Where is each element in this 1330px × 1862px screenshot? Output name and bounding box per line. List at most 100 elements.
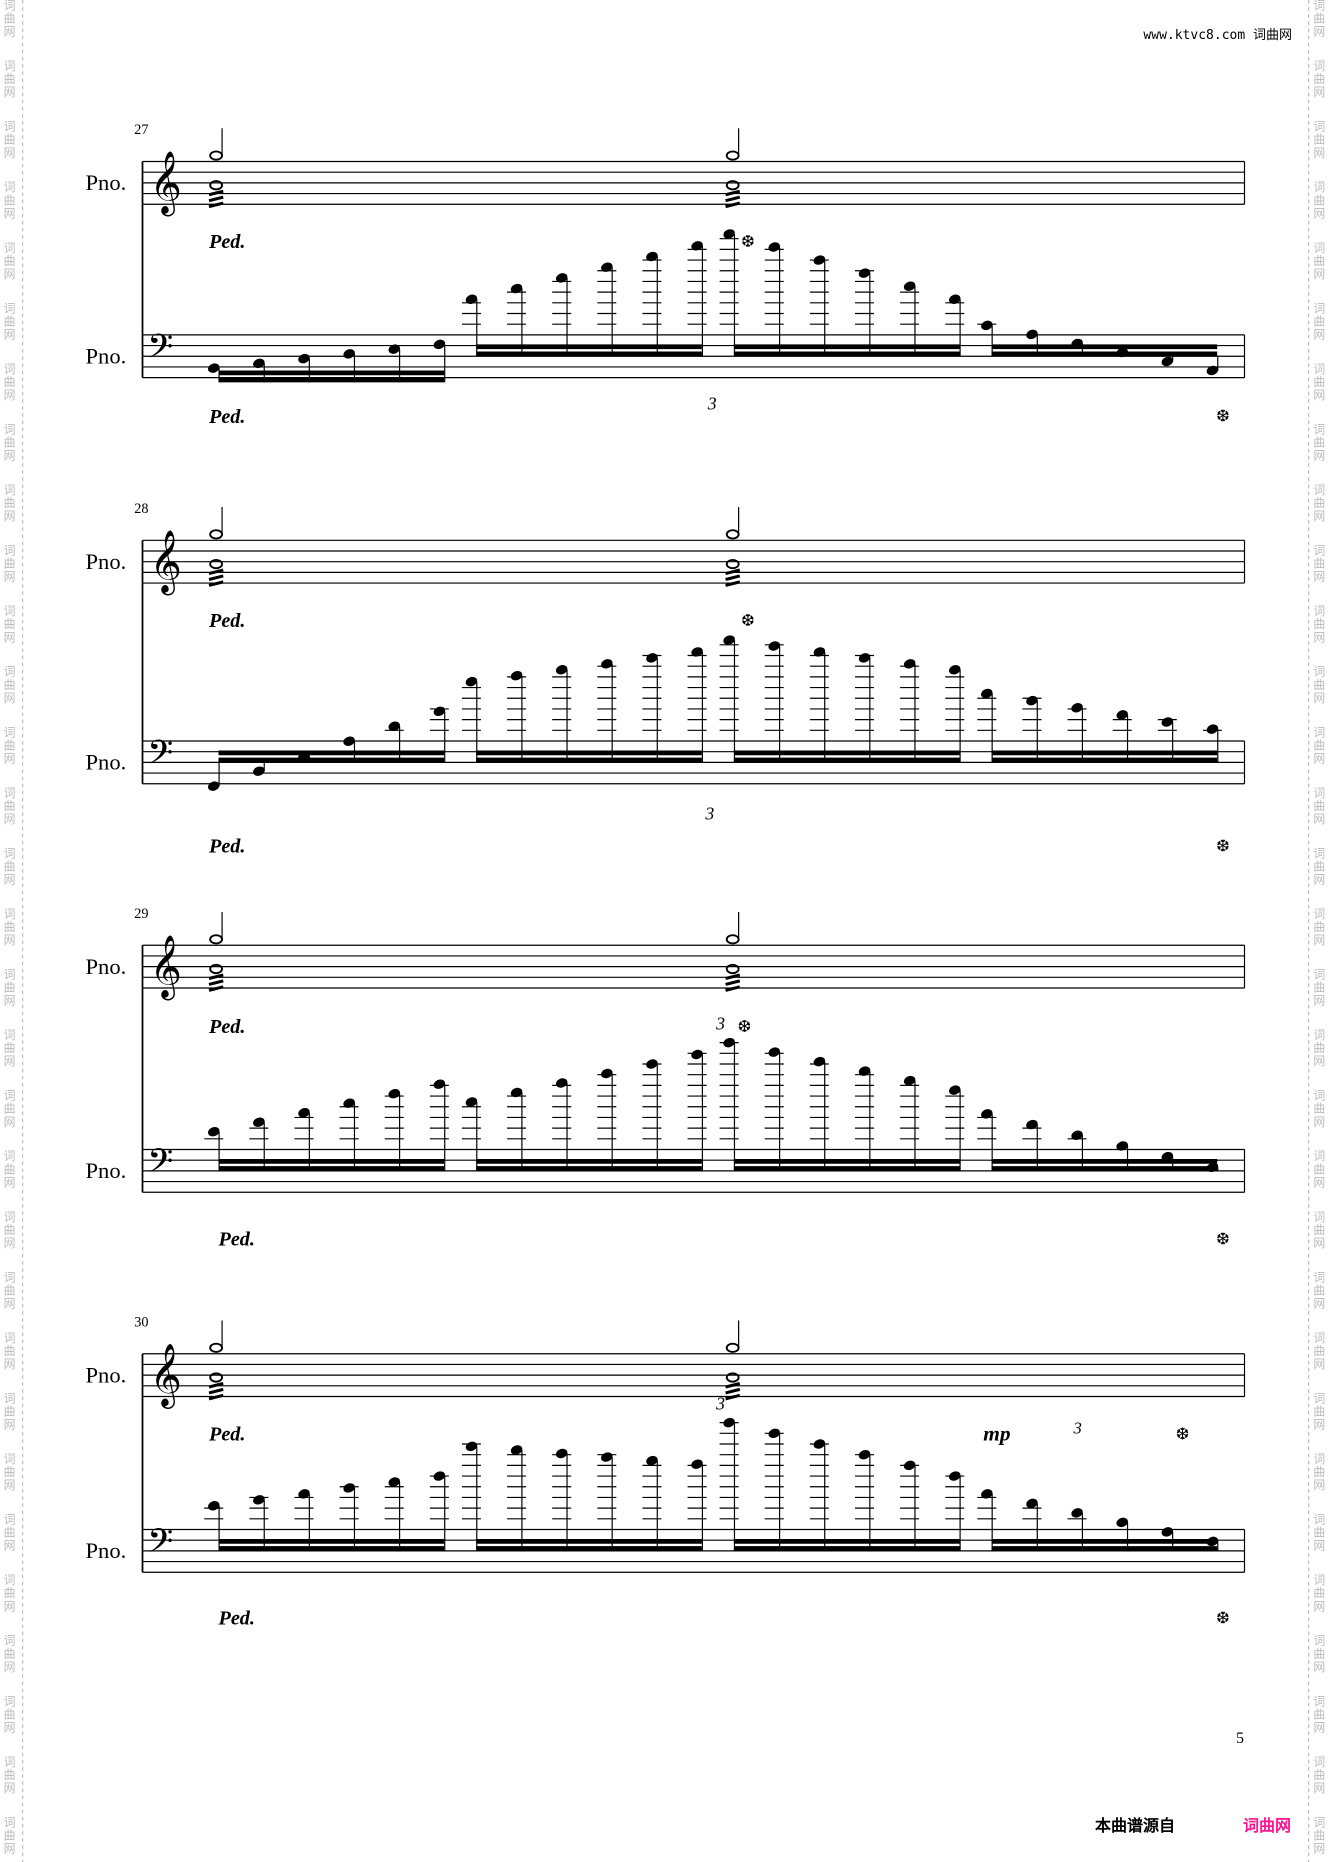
beam [476, 1159, 702, 1164]
pedal-mark: Ped. [208, 836, 245, 858]
notehead [601, 1068, 613, 1079]
watermark-char: 曲 [1313, 1586, 1325, 1600]
watermark-char: 曲 [1313, 1041, 1325, 1055]
instrument-label: Pno. [86, 954, 127, 979]
watermark-char: 网 [1313, 630, 1325, 644]
treble-clef-icon: 𝄞 [150, 152, 182, 217]
watermark-char: 曲 [1313, 738, 1325, 752]
notehead [209, 1342, 224, 1353]
watermark-char: 曲 [1313, 1526, 1325, 1540]
watermark-char: 网 [1313, 933, 1325, 947]
watermark-char: 曲 [4, 12, 16, 26]
tremolo-stroke [725, 1393, 741, 1401]
watermark-char: 词 [4, 1210, 16, 1224]
watermark-char: 曲 [1313, 859, 1325, 873]
watermark-char: 曲 [1313, 1707, 1325, 1721]
watermark-char: 曲 [1313, 1647, 1325, 1661]
notehead [1026, 329, 1038, 340]
watermark-char: 网 [1313, 1115, 1325, 1129]
pedal-release: ❆ [1216, 836, 1230, 855]
watermark-char: 词 [1313, 786, 1325, 800]
watermark-char: 词 [4, 544, 16, 558]
notehead [510, 1087, 523, 1098]
beam [991, 344, 1218, 350]
notehead [510, 1445, 523, 1455]
watermark-char: 网 [4, 1175, 16, 1189]
pedal-mark: Ped. [208, 406, 245, 428]
watermark-char: 曲 [1313, 496, 1325, 510]
pedal-mark: Ped. [208, 1016, 245, 1038]
beam [476, 1539, 702, 1544]
watermark-char: 网 [1313, 1720, 1325, 1734]
watermark-char: 词 [4, 1634, 16, 1648]
notehead [981, 1109, 993, 1119]
watermark-char: 网 [4, 1599, 16, 1613]
watermark-char: 网 [1313, 146, 1325, 160]
watermark-char: 曲 [4, 1465, 16, 1479]
watermark-char: 词 [1313, 1391, 1325, 1405]
beam [218, 757, 445, 763]
pedal-release: ❆ [1176, 1424, 1190, 1443]
site-header[interactable]: www.ktvc8.com 词曲网 [1143, 28, 1292, 43]
watermark-char: 网 [1313, 1539, 1325, 1553]
tremolo-stroke [208, 985, 224, 992]
watermark-char: 曲 [4, 678, 16, 692]
notehead [948, 665, 961, 675]
notehead [725, 963, 740, 975]
notehead [1026, 1119, 1038, 1130]
treble-clef-icon: 𝄞 [150, 531, 182, 596]
watermark-char: 网 [4, 751, 16, 765]
watermark-char: 网 [4, 1781, 16, 1795]
watermark-char: 词 [1313, 1089, 1325, 1103]
watermark-char: 网 [1313, 1660, 1325, 1674]
watermark-char: 词 [4, 786, 16, 800]
treble-clef-icon: 𝄞 [150, 1344, 182, 1409]
watermark-char: 网 [1313, 570, 1325, 584]
watermark-char: 网 [4, 146, 16, 160]
watermark-char: 词 [1313, 362, 1325, 376]
system-27 [141, 128, 1246, 383]
tremolo-stroke [208, 1381, 224, 1389]
notehead [725, 558, 740, 570]
beam [733, 750, 960, 756]
beam [218, 377, 445, 383]
watermark-char: 词 [4, 907, 16, 921]
watermark-char: 词 [1313, 907, 1325, 921]
watermark-char: 曲 [4, 859, 16, 873]
watermark-char: 网 [1313, 509, 1325, 523]
watermark-char: 曲 [1313, 678, 1325, 692]
watermark-char: 曲 [4, 981, 16, 995]
page-number: 5 [1236, 1730, 1244, 1747]
notehead [1161, 1527, 1174, 1537]
watermark-char: 网 [1313, 1236, 1325, 1250]
watermark-char: 曲 [4, 133, 16, 147]
system-30 [141, 1320, 1246, 1573]
notehead [981, 688, 993, 699]
beam [733, 1159, 960, 1164]
beam [733, 757, 960, 763]
watermark-char: 网 [4, 691, 16, 705]
watermark-char: 曲 [1313, 1344, 1325, 1358]
beam [218, 750, 445, 756]
watermark-char: 曲 [1313, 981, 1325, 995]
watermark-char: 词 [4, 1149, 16, 1163]
watermark-char: 网 [4, 873, 16, 887]
watermark-char: 词 [1313, 0, 1325, 13]
notehead [343, 736, 355, 746]
bass-clef-icon: 𝄢 [147, 1143, 173, 1188]
watermark-char: 曲 [1313, 375, 1325, 389]
watermark-char: 网 [1313, 873, 1325, 887]
watermark-char: 网 [4, 1539, 16, 1553]
footer-brand[interactable]: 词曲网 [1243, 1816, 1292, 1835]
notehead [948, 294, 961, 304]
notehead [725, 1342, 740, 1353]
watermark-char: 词 [1313, 725, 1325, 739]
tuplet-number: 3 [1073, 1418, 1082, 1437]
watermark-char: 网 [4, 933, 16, 947]
notehead [768, 641, 781, 651]
watermark-char: 词 [1313, 544, 1325, 558]
watermark-char: 曲 [1313, 12, 1325, 26]
notehead [207, 1126, 220, 1137]
watermark-char: 词 [1313, 180, 1325, 194]
beam [733, 1166, 960, 1171]
